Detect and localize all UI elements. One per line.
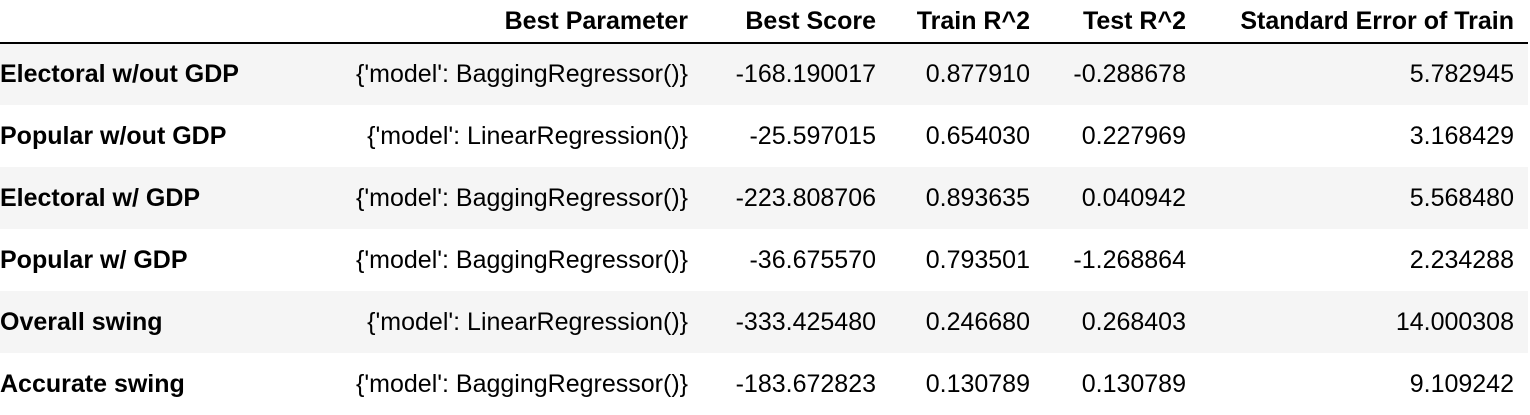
row-index-label: Electoral w/out GDP (0, 60, 239, 88)
standard-error-cell: 5.568480 (1409, 183, 1514, 212)
standard-error-cell: 14.000308 (1395, 307, 1514, 336)
best-parameter-cell: {'model': BaggingRegressor()} (356, 183, 688, 212)
train-r2-cell: 0.130789 (925, 369, 1030, 398)
row-index-label: Accurate swing (0, 369, 185, 398)
best-score-cell: -25.597015 (749, 121, 876, 150)
best-parameter-cell: {'model': LinearRegression()} (367, 307, 688, 336)
table-row: Popular w/ GDP {'model': BaggingRegresso… (0, 229, 1528, 291)
column-header-standard-error-train: Standard Error of Train (1200, 0, 1528, 44)
row-index-label: Popular w/ GDP (0, 245, 188, 274)
column-header-index (0, 0, 298, 44)
best-score-cell: -168.190017 (735, 60, 876, 88)
table-row: Electoral w/ GDP {'model': BaggingRegres… (0, 167, 1528, 229)
column-header-test-r2: Test R^2 (1044, 0, 1200, 44)
column-header-best-parameter: Best Parameter (298, 0, 702, 44)
column-header-best-score: Best Score (702, 0, 890, 44)
best-parameter-cell: {'model': BaggingRegressor()} (356, 245, 688, 274)
header-row: Best Parameter Best Score Train R^2 Test… (0, 0, 1528, 44)
table-row: Popular w/out GDP {'model': LinearRegres… (0, 105, 1528, 167)
best-score-cell: -223.808706 (735, 183, 876, 212)
table-header: Best Parameter Best Score Train R^2 Test… (0, 0, 1528, 44)
train-r2-cell: 0.893635 (925, 183, 1030, 212)
train-r2-cell: 0.246680 (925, 307, 1030, 336)
best-score-cell: -183.672823 (735, 369, 876, 398)
test-r2-cell: 0.040942 (1081, 183, 1186, 212)
train-r2-cell: 0.793501 (925, 245, 1030, 274)
standard-error-cell: 2.234288 (1409, 245, 1514, 274)
row-index-label: Popular w/out GDP (0, 121, 227, 150)
standard-error-cell: 5.782945 (1409, 60, 1514, 88)
standard-error-cell: 3.168429 (1409, 121, 1514, 150)
test-r2-cell: 0.268403 (1081, 307, 1186, 336)
best-score-cell: -36.675570 (749, 245, 876, 274)
table-row: Accurate swing {'model': BaggingRegresso… (0, 353, 1528, 415)
table-row: Overall swing {'model': LinearRegression… (0, 291, 1528, 353)
test-r2-cell: 0.130789 (1081, 369, 1186, 398)
best-parameter-cell: {'model': BaggingRegressor()} (356, 60, 688, 88)
test-r2-cell: -0.288678 (1073, 60, 1186, 88)
best-parameter-cell: {'model': BaggingRegressor()} (356, 369, 688, 398)
best-parameter-cell: {'model': LinearRegression()} (367, 121, 688, 150)
table-row: Electoral w/out GDP {'model': BaggingReg… (0, 43, 1528, 105)
best-score-cell: -333.425480 (735, 307, 876, 336)
train-r2-cell: 0.654030 (925, 121, 1030, 150)
train-r2-cell: 0.877910 (925, 60, 1030, 88)
test-r2-cell: -1.268864 (1073, 245, 1186, 274)
test-r2-cell: 0.227969 (1081, 121, 1186, 150)
row-index-label: Overall swing (0, 307, 163, 336)
table-body: Electoral w/out GDP {'model': BaggingReg… (0, 43, 1528, 415)
row-index-label: Electoral w/ GDP (0, 183, 201, 212)
column-header-train-r2: Train R^2 (890, 0, 1044, 44)
standard-error-cell: 9.109242 (1409, 369, 1514, 398)
